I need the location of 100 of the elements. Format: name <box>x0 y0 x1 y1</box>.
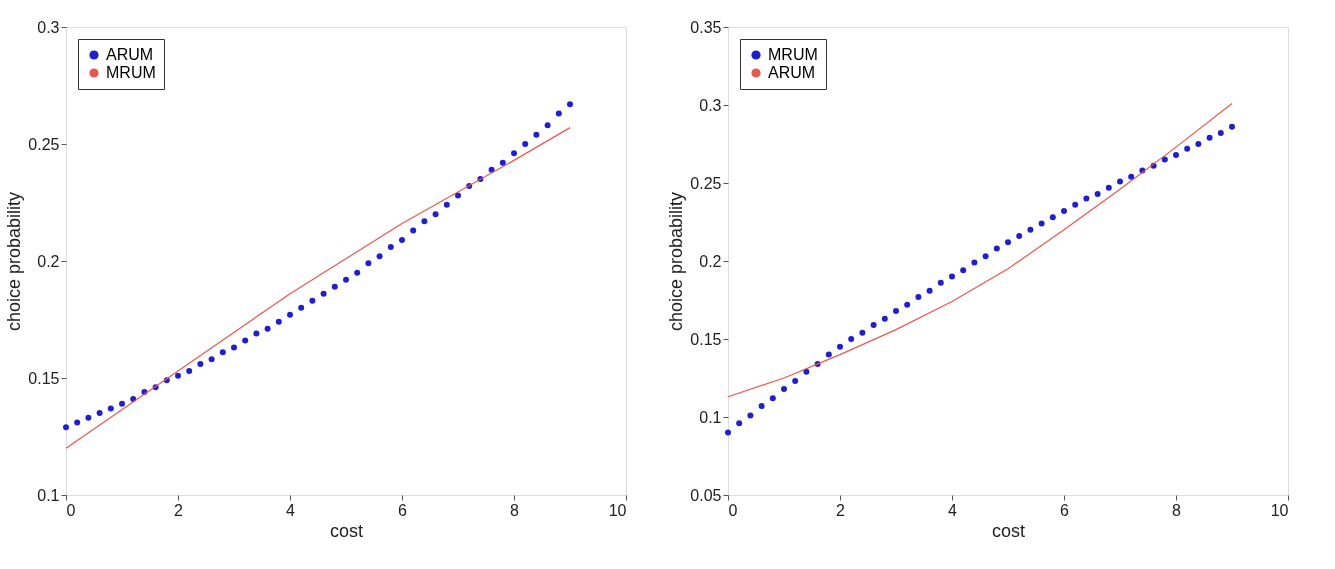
y-tick-label: 0.05 <box>690 486 722 504</box>
point <box>231 344 237 351</box>
y-tick-label: 0.2 <box>699 252 722 270</box>
point <box>803 368 810 375</box>
point <box>175 372 181 379</box>
point <box>533 131 540 138</box>
point <box>758 403 765 410</box>
x-tick-label: 0 <box>66 501 76 519</box>
point <box>747 412 754 419</box>
legend-label: ARUM <box>768 64 816 81</box>
point <box>63 424 69 431</box>
point <box>837 343 843 350</box>
point <box>982 253 989 260</box>
point <box>242 337 249 344</box>
y-tick-label: 0.35 <box>690 18 722 36</box>
point <box>343 276 349 283</box>
point <box>1229 123 1235 130</box>
y-tick-label: 0.25 <box>690 174 722 192</box>
x-tick-label: 8 <box>1172 501 1182 519</box>
point <box>365 260 372 267</box>
point <box>870 321 877 328</box>
y-tick-label: 0.1 <box>37 486 60 504</box>
x-tick-label: 6 <box>398 501 408 519</box>
line-series <box>727 102 1233 398</box>
point <box>119 400 125 407</box>
point <box>1083 195 1090 202</box>
point <box>264 325 271 332</box>
point <box>736 420 743 427</box>
x-tick-label: 10 <box>1270 501 1289 519</box>
x-tick-label: 10 <box>608 501 627 519</box>
point <box>792 378 799 385</box>
point <box>1072 201 1079 208</box>
point <box>287 311 293 318</box>
point <box>960 267 967 274</box>
point <box>1049 214 1056 221</box>
point <box>354 269 361 276</box>
point <box>253 330 260 337</box>
point <box>1173 151 1179 158</box>
point <box>421 218 428 225</box>
x-axis-title: cost <box>329 520 364 541</box>
x-axis-title: cost <box>991 520 1026 541</box>
point <box>432 211 439 218</box>
point <box>1184 145 1191 152</box>
point <box>376 253 383 260</box>
point <box>74 419 81 426</box>
point <box>387 243 394 250</box>
point <box>544 122 551 129</box>
point <box>567 101 573 108</box>
y-tick-label: 0.1 <box>699 408 722 426</box>
line-series <box>65 127 571 449</box>
point <box>197 360 204 367</box>
point <box>1027 226 1034 233</box>
point <box>107 405 114 412</box>
y-tick-label: 0.2 <box>37 252 60 270</box>
point <box>275 318 282 325</box>
y-tick-label: 0.3 <box>699 96 722 114</box>
point <box>781 385 787 392</box>
point <box>971 259 978 266</box>
y-axis-title: choice probability <box>4 191 25 332</box>
x-tick-label: 8 <box>510 501 520 519</box>
point <box>881 315 888 322</box>
point <box>410 227 417 234</box>
point <box>1094 190 1101 197</box>
point <box>555 110 562 117</box>
point <box>399 236 405 243</box>
y-tick-label: 0.15 <box>690 330 722 348</box>
point <box>1128 173 1135 180</box>
y-axis-title: choice probability <box>666 191 687 332</box>
point <box>1016 233 1023 240</box>
point <box>522 141 529 147</box>
x-tick-label: 4 <box>286 501 296 519</box>
point <box>499 159 506 166</box>
point <box>1038 220 1045 227</box>
point <box>208 356 215 363</box>
x-tick-label: 2 <box>836 501 846 519</box>
point <box>1117 178 1123 185</box>
point <box>320 290 327 297</box>
point <box>1161 156 1168 163</box>
point <box>443 201 450 208</box>
point <box>769 395 776 402</box>
x-tick-label: 4 <box>948 501 958 519</box>
point <box>331 283 338 290</box>
point <box>1206 134 1213 141</box>
point <box>309 297 316 304</box>
point <box>1105 184 1112 191</box>
y-tick-label: 0.25 <box>28 135 60 153</box>
x-tick-label: 2 <box>174 501 184 519</box>
x-tick-label: 0 <box>728 501 738 519</box>
point <box>186 367 193 374</box>
point <box>511 150 517 157</box>
point <box>937 279 944 286</box>
point <box>85 414 92 421</box>
x-tick-label: 6 <box>1060 501 1070 519</box>
point <box>848 336 855 342</box>
point <box>298 304 305 311</box>
y-tick-label: 0.15 <box>28 369 60 387</box>
point <box>219 349 226 356</box>
point <box>1217 130 1224 137</box>
legend-label: MRUM <box>768 46 818 63</box>
point <box>1195 141 1202 147</box>
